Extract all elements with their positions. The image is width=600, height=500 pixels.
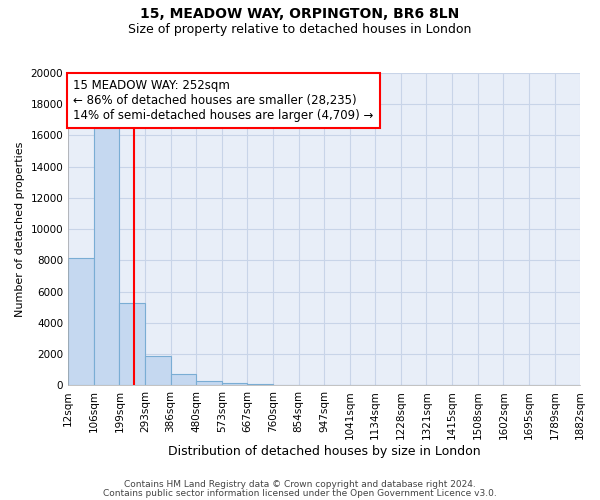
- Bar: [222, 383, 247, 386]
- Bar: [273, 384, 299, 386]
- Bar: [196, 381, 222, 386]
- Text: 15, MEADOW WAY, ORPINGTON, BR6 8LN: 15, MEADOW WAY, ORPINGTON, BR6 8LN: [140, 8, 460, 22]
- Y-axis label: Number of detached properties: Number of detached properties: [15, 142, 25, 317]
- Bar: [145, 356, 170, 386]
- Text: Contains HM Land Registry data © Crown copyright and database right 2024.: Contains HM Land Registry data © Crown c…: [124, 480, 476, 489]
- Bar: [119, 304, 145, 386]
- Bar: [170, 374, 196, 386]
- Bar: [68, 258, 94, 386]
- Text: Size of property relative to detached houses in London: Size of property relative to detached ho…: [128, 22, 472, 36]
- X-axis label: Distribution of detached houses by size in London: Distribution of detached houses by size …: [168, 444, 481, 458]
- Bar: [94, 128, 119, 386]
- Bar: [247, 384, 273, 386]
- Text: 15 MEADOW WAY: 252sqm
← 86% of detached houses are smaller (28,235)
14% of semi-: 15 MEADOW WAY: 252sqm ← 86% of detached …: [73, 79, 374, 122]
- Text: Contains public sector information licensed under the Open Government Licence v3: Contains public sector information licen…: [103, 488, 497, 498]
